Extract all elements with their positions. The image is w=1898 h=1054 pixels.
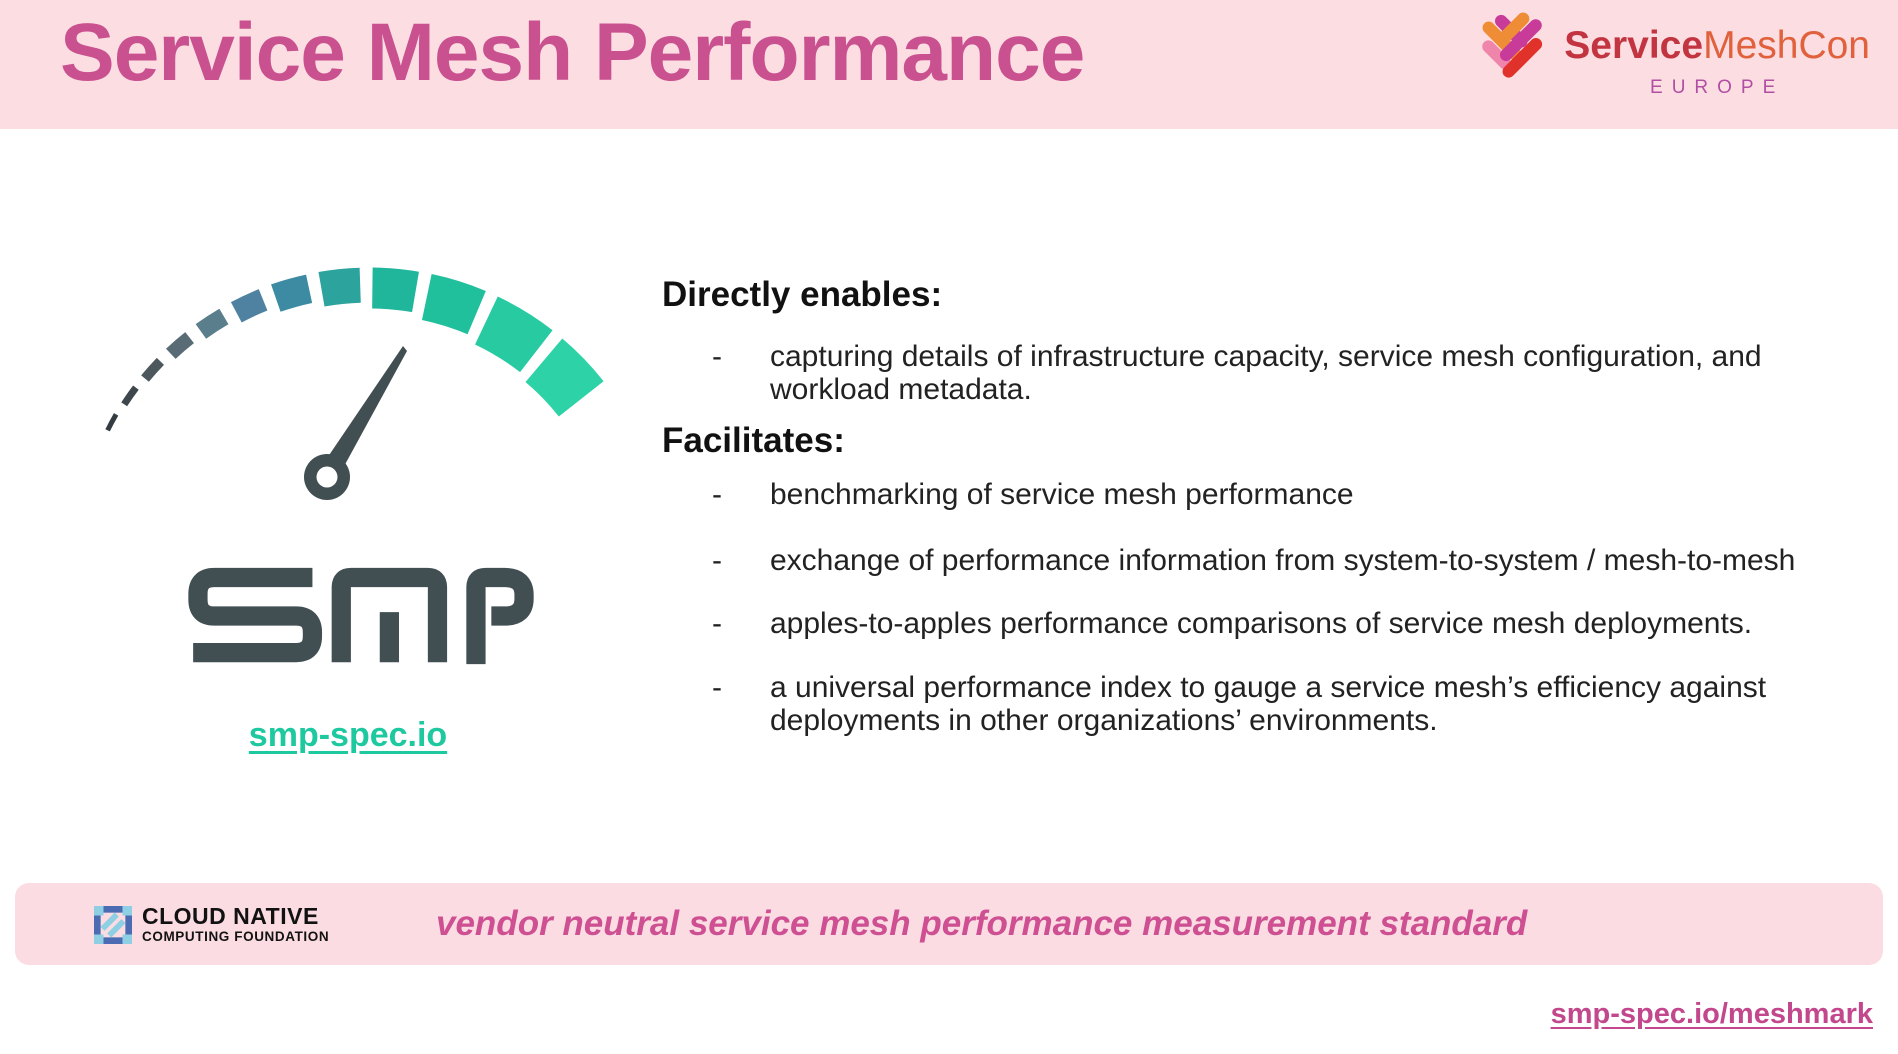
speedometer-gauge-icon <box>105 267 604 500</box>
bullet-text: a universal performance index to gauge a… <box>770 671 1767 737</box>
bullet-dash: - <box>712 671 722 704</box>
bullet-text: exchange of performance information from… <box>770 544 1796 577</box>
cncf-subname: COMPUTING FOUNDATION <box>142 929 330 944</box>
footer-band: CLOUD NATIVE COMPUTING FOUNDATION vendor… <box>15 883 1883 965</box>
servicemeshcon-wordmark: ServiceMeshCon <box>1564 24 1870 68</box>
servicemeshcon-region: EUROPE <box>1650 77 1785 98</box>
cncf-logo-icon <box>94 906 132 944</box>
bullet-dash: - <box>712 607 722 640</box>
header-band: Service Mesh Performance ServiceMeshCon … <box>0 0 1898 129</box>
list-item: - capturing details of infrastructure ca… <box>662 340 1862 406</box>
meshmark-link[interactable]: smp-spec.io/meshmark <box>1550 998 1873 1030</box>
bullet-text: capturing details of infrastructure capa… <box>770 340 1762 406</box>
cncf-text: CLOUD NATIVE COMPUTING FOUNDATION <box>142 905 329 945</box>
list-item: - benchmarking of service mesh performan… <box>662 478 1862 511</box>
bullet-dash: - <box>712 544 722 577</box>
cncf-name: CLOUD NATIVE <box>142 903 319 929</box>
bullet-dash: - <box>712 340 722 373</box>
section-heading-directly-enables: Directly enables: <box>662 275 943 314</box>
list-item: - apples-to-apples performance compariso… <box>662 607 1862 640</box>
content: Directly enables: - capturing details of… <box>662 275 1862 738</box>
servicemeshcon-weave-icon <box>1482 12 1543 78</box>
bullet-text: benchmarking of service mesh performance <box>770 478 1354 511</box>
smp-logo <box>188 567 534 665</box>
cncf-logo: CLOUD NATIVE COMPUTING FOUNDATION <box>94 905 329 945</box>
list-item: - a universal performance index to gauge… <box>662 671 1862 737</box>
servicemeshcon-logo: ServiceMeshCon EUROPE <box>1470 6 1870 99</box>
section-heading-facilitates: Facilitates: <box>662 421 845 460</box>
smp-spec-link[interactable]: smp-spec.io <box>248 716 448 754</box>
tagline: vendor neutral service mesh performance … <box>436 904 1528 943</box>
list-item: - exchange of performance information fr… <box>662 544 1862 577</box>
page-title: Service Mesh Performance <box>60 7 1085 98</box>
servicemeshcon-service: Service <box>1564 24 1704 67</box>
servicemeshcon-meshcon: MeshCon <box>1703 24 1870 67</box>
bullet-dash: - <box>712 478 722 511</box>
bullet-text: apples-to-apples performance comparisons… <box>770 607 1753 640</box>
gauge-needle <box>319 346 407 481</box>
servicemeshcon-text: ServiceMeshCon EUROPE <box>1564 6 1870 99</box>
